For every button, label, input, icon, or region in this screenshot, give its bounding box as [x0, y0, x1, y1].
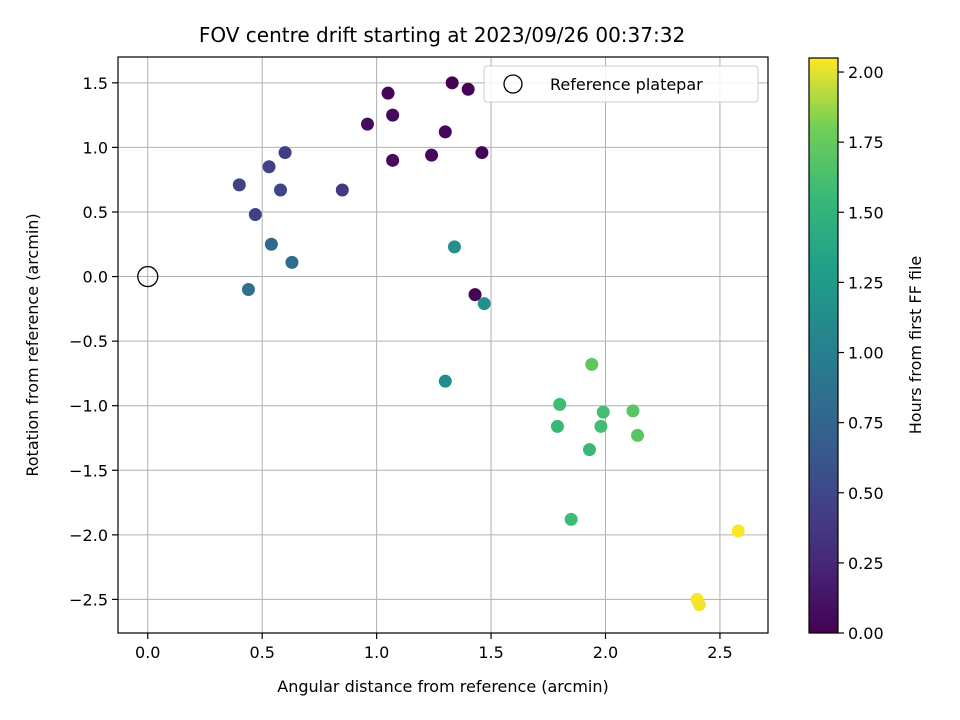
x-tick-label: 1.0: [364, 643, 389, 662]
y-tick-label: −2.5: [69, 590, 108, 609]
y-tick-label: 1.0: [83, 138, 108, 157]
data-point: [248, 208, 262, 222]
y-tick-label: −0.5: [69, 332, 108, 351]
colorbar-ticks: 0.00 0.25 0.50 0.75 1.00 1.25 1.50 1.75 2.00: [838, 63, 884, 643]
colorbar: 0.00 0.25 0.50 0.75 1.00 1.25 1.50 1.75 2.00 Hou…: [808, 57, 925, 643]
colorbar-tick-label: 1.25: [848, 273, 884, 292]
x-tick-label: 2.5: [707, 643, 732, 662]
colorbar-tick-label: 0.00: [848, 624, 884, 643]
data-point: [425, 148, 439, 162]
plot-frame: [117, 56, 769, 634]
axis-ticks: 0.0 0.5 1.0 1.5 2.0 2.5 −2.5 −2.0 −1.5 −1.0 −0.5 0.…: [69, 74, 733, 662]
data-point: [564, 512, 578, 526]
data-point: [241, 282, 255, 296]
data-point: [468, 288, 482, 302]
data-point: [585, 357, 599, 371]
legend: Reference platepar: [483, 65, 759, 103]
colorbar-tick-label: 0.25: [848, 554, 884, 573]
colorbar-tick-label: 2.00: [848, 63, 884, 82]
y-tick-label: 1.5: [83, 74, 108, 93]
x-tick-label: 1.5: [478, 643, 503, 662]
grid-lines: [118, 57, 768, 633]
data-point: [631, 428, 645, 442]
data-point: [550, 419, 564, 433]
colorbar-label: Hours from first FF file: [906, 256, 925, 435]
data-point: [360, 117, 374, 131]
data-point: [381, 86, 395, 100]
data-point: [232, 178, 246, 192]
data-point: [626, 404, 640, 418]
colorbar-gradient: [808, 57, 839, 634]
data-point: [582, 443, 596, 457]
data-point: [274, 183, 287, 197]
data-point: [553, 397, 567, 411]
data-point: [438, 374, 452, 388]
reference-marker-layer: [137, 265, 159, 288]
data-point: [447, 240, 461, 254]
data-point: [386, 108, 400, 122]
data-point: [262, 160, 276, 174]
data-point: [264, 237, 278, 251]
y-tick-label: 0.5: [83, 203, 108, 222]
y-tick-label: −1.0: [69, 397, 108, 416]
data-point: [461, 82, 475, 96]
legend-reference-marker: [503, 74, 523, 94]
data-point: [386, 153, 400, 167]
data-point: [594, 419, 608, 433]
data-point: [278, 146, 292, 160]
data-point: [692, 598, 706, 612]
colorbar-tick-label: 1.75: [848, 133, 884, 152]
colorbar-tick-label: 1.00: [848, 344, 884, 363]
x-tick-label: 2.0: [593, 643, 618, 662]
x-tick-label: 0.5: [249, 643, 274, 662]
data-point: [596, 405, 610, 419]
data-point: [445, 76, 459, 90]
data-point: [731, 524, 745, 538]
colorbar-tick-label: 0.75: [848, 414, 884, 433]
y-tick-label: −1.5: [69, 461, 108, 480]
colorbar-tick-label: 1.50: [848, 203, 884, 222]
data-point: [285, 255, 299, 269]
data-points: [232, 76, 745, 612]
data-point: [477, 297, 491, 311]
y-tick-label: 0.0: [83, 268, 108, 287]
y-axis-label: Rotation from reference (arcmin): [23, 213, 42, 476]
y-tick-label: −2.0: [69, 526, 108, 545]
x-axis-label: Angular distance from reference (arcmin): [277, 677, 608, 696]
chart-title: FOV centre drift starting at 2023/09/26 …: [199, 23, 685, 47]
data-point: [438, 125, 452, 139]
data-point: [475, 146, 489, 160]
reference-platepar-marker: [137, 265, 159, 288]
x-tick-label: 0.0: [135, 643, 160, 662]
colorbar-tick-label: 0.50: [848, 484, 884, 503]
data-point: [335, 183, 349, 197]
legend-label: Reference platepar: [550, 75, 703, 94]
